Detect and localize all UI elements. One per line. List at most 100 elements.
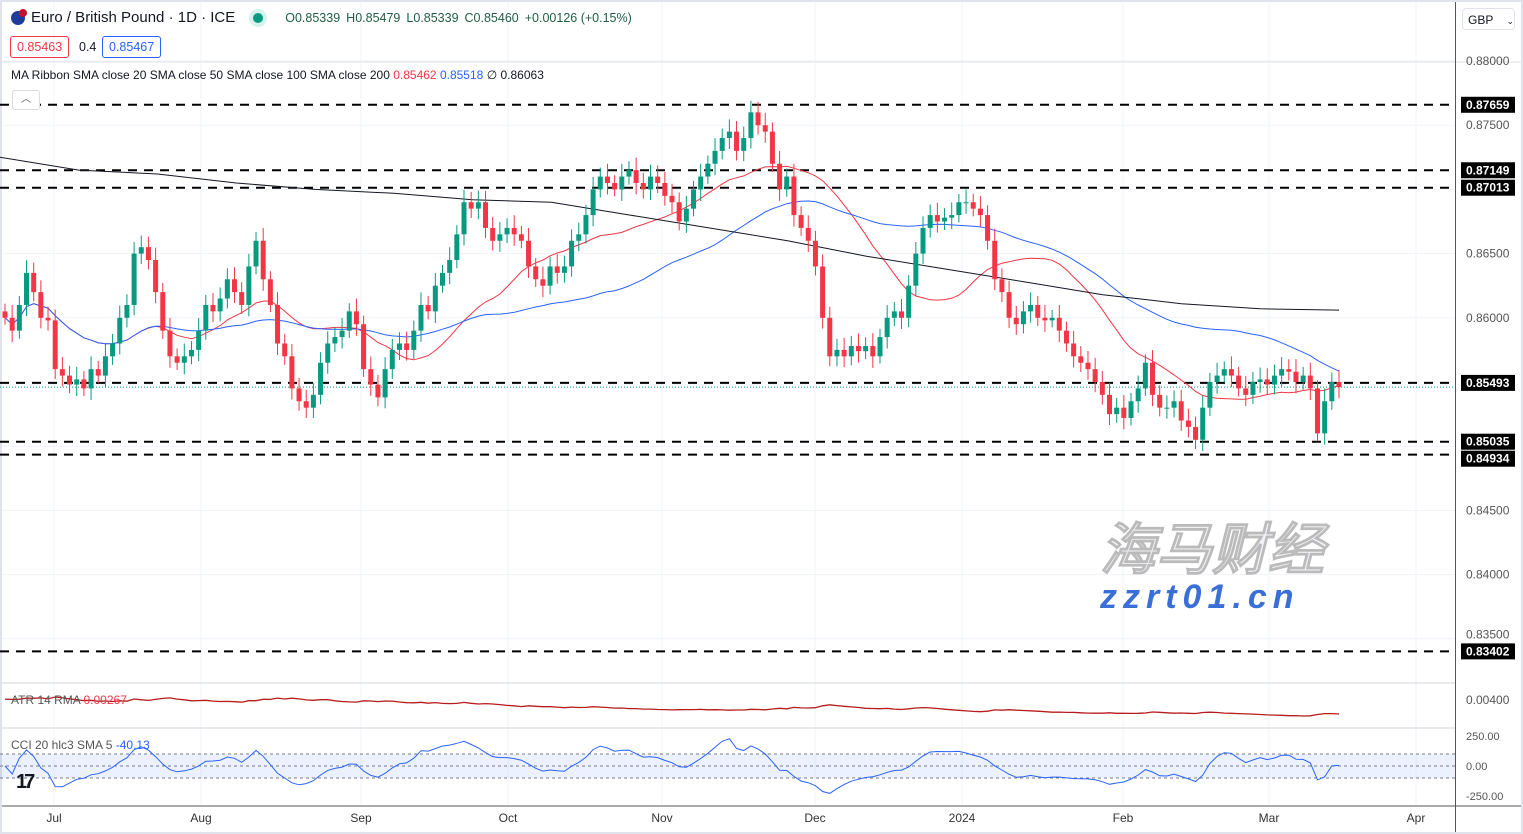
candle-body [1193, 426, 1199, 440]
candle-body [547, 266, 553, 286]
candle-body [705, 163, 711, 177]
candle-body [67, 375, 73, 385]
candle-body [1300, 375, 1306, 382]
candle-body [633, 170, 639, 183]
cci-value: -40.13 [115, 738, 150, 752]
level-price-label: 0.87659 [1466, 98, 1510, 112]
candle-body [676, 202, 682, 222]
candle-body [52, 320, 58, 370]
candle-body [1243, 388, 1249, 395]
level-price-label: 0.83402 [1466, 644, 1510, 658]
candle-body [303, 401, 309, 408]
candle-body [540, 279, 546, 286]
candle-body [389, 349, 395, 370]
candle-body [153, 260, 159, 293]
symbol-title[interactable]: Euro / British Pound · 1D · ICE [31, 9, 236, 26]
candle-body [1171, 401, 1177, 408]
time-tick-label: Jul [46, 811, 61, 825]
candle-body [719, 138, 725, 151]
buy-button[interactable]: 0.85467 [102, 36, 162, 58]
candle-body [396, 343, 402, 350]
level-price-label-bg [1461, 433, 1515, 450]
level-price-label: 0.87149 [1466, 163, 1510, 177]
time-tick-label: Oct [499, 811, 518, 825]
candle-body [1164, 407, 1170, 409]
candle-body [1221, 369, 1227, 376]
candle-body [332, 337, 338, 344]
atr-legend[interactable]: ATR 14 RMA 0.00267 [11, 693, 127, 707]
price-tick-label: 0.88000 [1466, 54, 1510, 68]
candle-body [1056, 317, 1062, 331]
candle-body [884, 317, 890, 338]
candle-body [561, 266, 567, 273]
candle-body [626, 170, 632, 177]
tradingview-logo[interactable]: 17 [16, 771, 35, 793]
collapse-legend-button[interactable]: ︿ [12, 90, 40, 110]
candle-body [439, 272, 445, 286]
candle-body [569, 240, 575, 267]
candle-body [526, 240, 532, 267]
candle-body [1142, 362, 1148, 389]
candle-body [762, 125, 768, 132]
candle-body [576, 234, 582, 241]
candle-body [777, 163, 783, 190]
candle-body [1042, 317, 1048, 321]
level-price-label: 0.85035 [1466, 435, 1510, 449]
candle-body [891, 311, 897, 318]
candle-body [1271, 375, 1277, 385]
candle-body [1185, 420, 1191, 427]
level-price-label-bg [1461, 450, 1515, 467]
candle-body [1257, 379, 1263, 382]
candle-body [992, 240, 998, 280]
candle-body [1121, 407, 1127, 418]
cci-label: CCI 20 hlc3 SMA 5 [11, 738, 113, 752]
candle-body [1336, 382, 1342, 388]
candle-body [210, 304, 216, 312]
ma-ribbon-legend[interactable]: MA Ribbon SMA close 20 SMA close 50 SMA … [11, 68, 544, 82]
candle-body [841, 349, 847, 357]
candle-body [554, 266, 560, 273]
candle-body [934, 215, 940, 222]
candle-body [583, 215, 589, 235]
candle-body [949, 215, 955, 218]
candle-body [217, 298, 223, 312]
candle-body [518, 234, 524, 241]
sma50-line [4, 200, 1340, 372]
candle-body [834, 349, 840, 357]
cci-line [4, 738, 1340, 794]
candle-body [1157, 394, 1163, 408]
candle-body [533, 266, 539, 280]
symbol-legend: Euro / British Pound · 1D · ICE O0.85339… [11, 8, 632, 26]
candle-body [138, 247, 144, 254]
candle-body [282, 343, 288, 357]
sell-button[interactable]: 0.85463 [10, 36, 70, 58]
cci-legend[interactable]: CCI 20 hlc3 SMA 5 -40.13 [11, 738, 150, 752]
candle-body [88, 369, 94, 389]
candle-body [1293, 371, 1299, 382]
candle-body [346, 311, 352, 331]
candle-body [110, 343, 116, 357]
candle-body [691, 189, 697, 209]
candle-body [855, 346, 861, 352]
candle-body [310, 394, 316, 408]
candle-body [1286, 369, 1292, 372]
price-tick-label: 0.86000 [1466, 311, 1510, 325]
candle-body [497, 234, 503, 241]
candle-body [1013, 317, 1019, 325]
candle-body [382, 369, 388, 398]
currency-select[interactable]: GBP ⌄ [1462, 8, 1515, 30]
candle-body [483, 202, 489, 228]
candle-body [734, 131, 740, 151]
candle-body [1106, 394, 1112, 415]
candle-body [447, 260, 453, 273]
ohlc-low: L0.85339 [406, 10, 459, 25]
candle-body [411, 330, 417, 350]
candle-body [942, 217, 948, 222]
candle-body [1264, 379, 1270, 385]
candle-body [318, 362, 324, 395]
candle-body [224, 279, 230, 299]
candle-body [1214, 375, 1220, 382]
candle-body [504, 227, 510, 235]
candle-body [174, 356, 180, 363]
